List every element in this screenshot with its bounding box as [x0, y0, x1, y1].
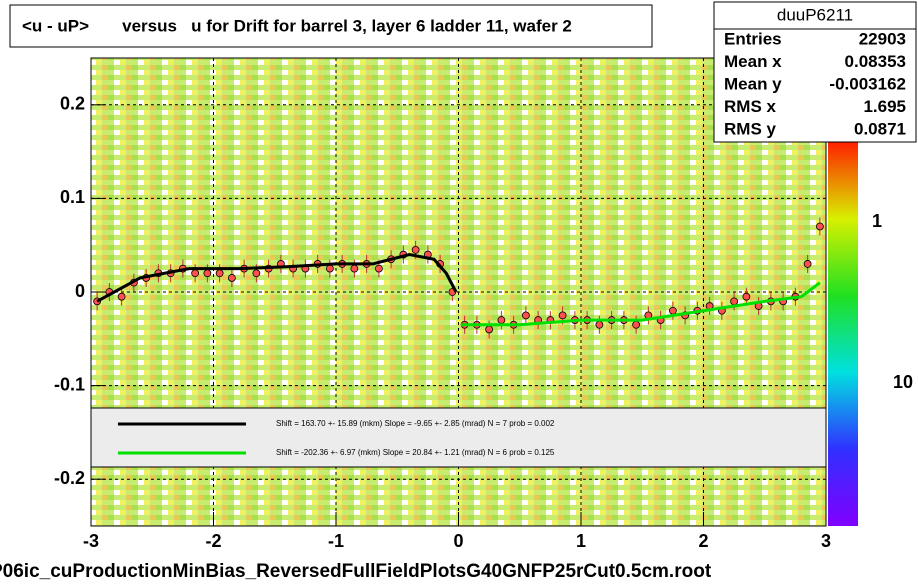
stats-label: Mean x	[724, 52, 782, 71]
chart-title: <u - uP> versus u for Drift for barrel 3…	[22, 16, 572, 35]
x-tick-label: -1	[328, 531, 344, 551]
profile-point	[350, 264, 359, 273]
stats-value: 22903	[859, 29, 906, 48]
x-tick-label: 0	[453, 531, 463, 551]
stats-title: duuP6211	[777, 5, 853, 24]
stats-label: Entries	[724, 29, 782, 48]
profile-point	[325, 264, 334, 273]
profile-point	[730, 297, 739, 306]
legend-label: Shift = -202.36 +- 6.97 (mkm) Slope = 20…	[276, 448, 555, 457]
profile-point	[497, 316, 506, 324]
profile-point	[227, 274, 236, 282]
profile-point	[803, 260, 812, 268]
stats-value: 0.0871	[854, 119, 906, 138]
profile-point	[252, 269, 261, 278]
profile-point	[191, 269, 200, 278]
profile-point	[485, 325, 494, 334]
profile-point	[521, 311, 530, 320]
x-tick-label: 2	[698, 531, 708, 551]
profile-point	[595, 320, 604, 329]
stats-label: RMS x	[724, 97, 777, 116]
palette-label: 10	[893, 372, 913, 392]
palette-label: 1	[872, 211, 882, 231]
profile-point	[558, 311, 567, 320]
y-tick-label: -0.1	[54, 374, 85, 394]
stats-box	[713, 1, 917, 143]
y-tick-label: 0.2	[60, 94, 85, 114]
profile-point	[203, 269, 212, 278]
profile-point	[411, 245, 420, 254]
x-tick-label: 1	[576, 531, 586, 551]
fit-curve	[96, 253, 458, 303]
color-palette	[828, 142, 858, 526]
profile-point	[668, 306, 677, 315]
x-tick-label: 3	[821, 531, 831, 551]
profile-point	[632, 320, 641, 329]
profile-point	[374, 264, 383, 273]
stats-value: -0.003162	[829, 74, 906, 93]
profile-point	[742, 292, 751, 301]
x-tick-label: -2	[205, 531, 221, 551]
profile-point	[117, 292, 126, 301]
footer: P06ic_cuProductionMinBias_ReversedFullFi…	[0, 561, 712, 582]
stats-label: Mean y	[724, 74, 782, 93]
profile-point	[215, 269, 224, 278]
y-tick-label: -0.2	[54, 468, 85, 488]
x-tick-label: -3	[83, 531, 99, 551]
y-tick-label: 0	[75, 281, 85, 301]
profile-point	[815, 222, 824, 231]
legend-box	[90, 407, 827, 468]
y-tick-label: 0.1	[60, 187, 85, 207]
legend-label: Shift = 163.70 +- 15.89 (mkm) Slope = -9…	[276, 419, 555, 428]
plot-frame	[90, 57, 827, 527]
title-box	[9, 4, 653, 48]
stats-label: RMS y	[724, 119, 777, 138]
fit-curve	[460, 281, 821, 327]
stats-value: 1.695	[863, 97, 906, 116]
stats-value: 0.08353	[845, 52, 906, 71]
